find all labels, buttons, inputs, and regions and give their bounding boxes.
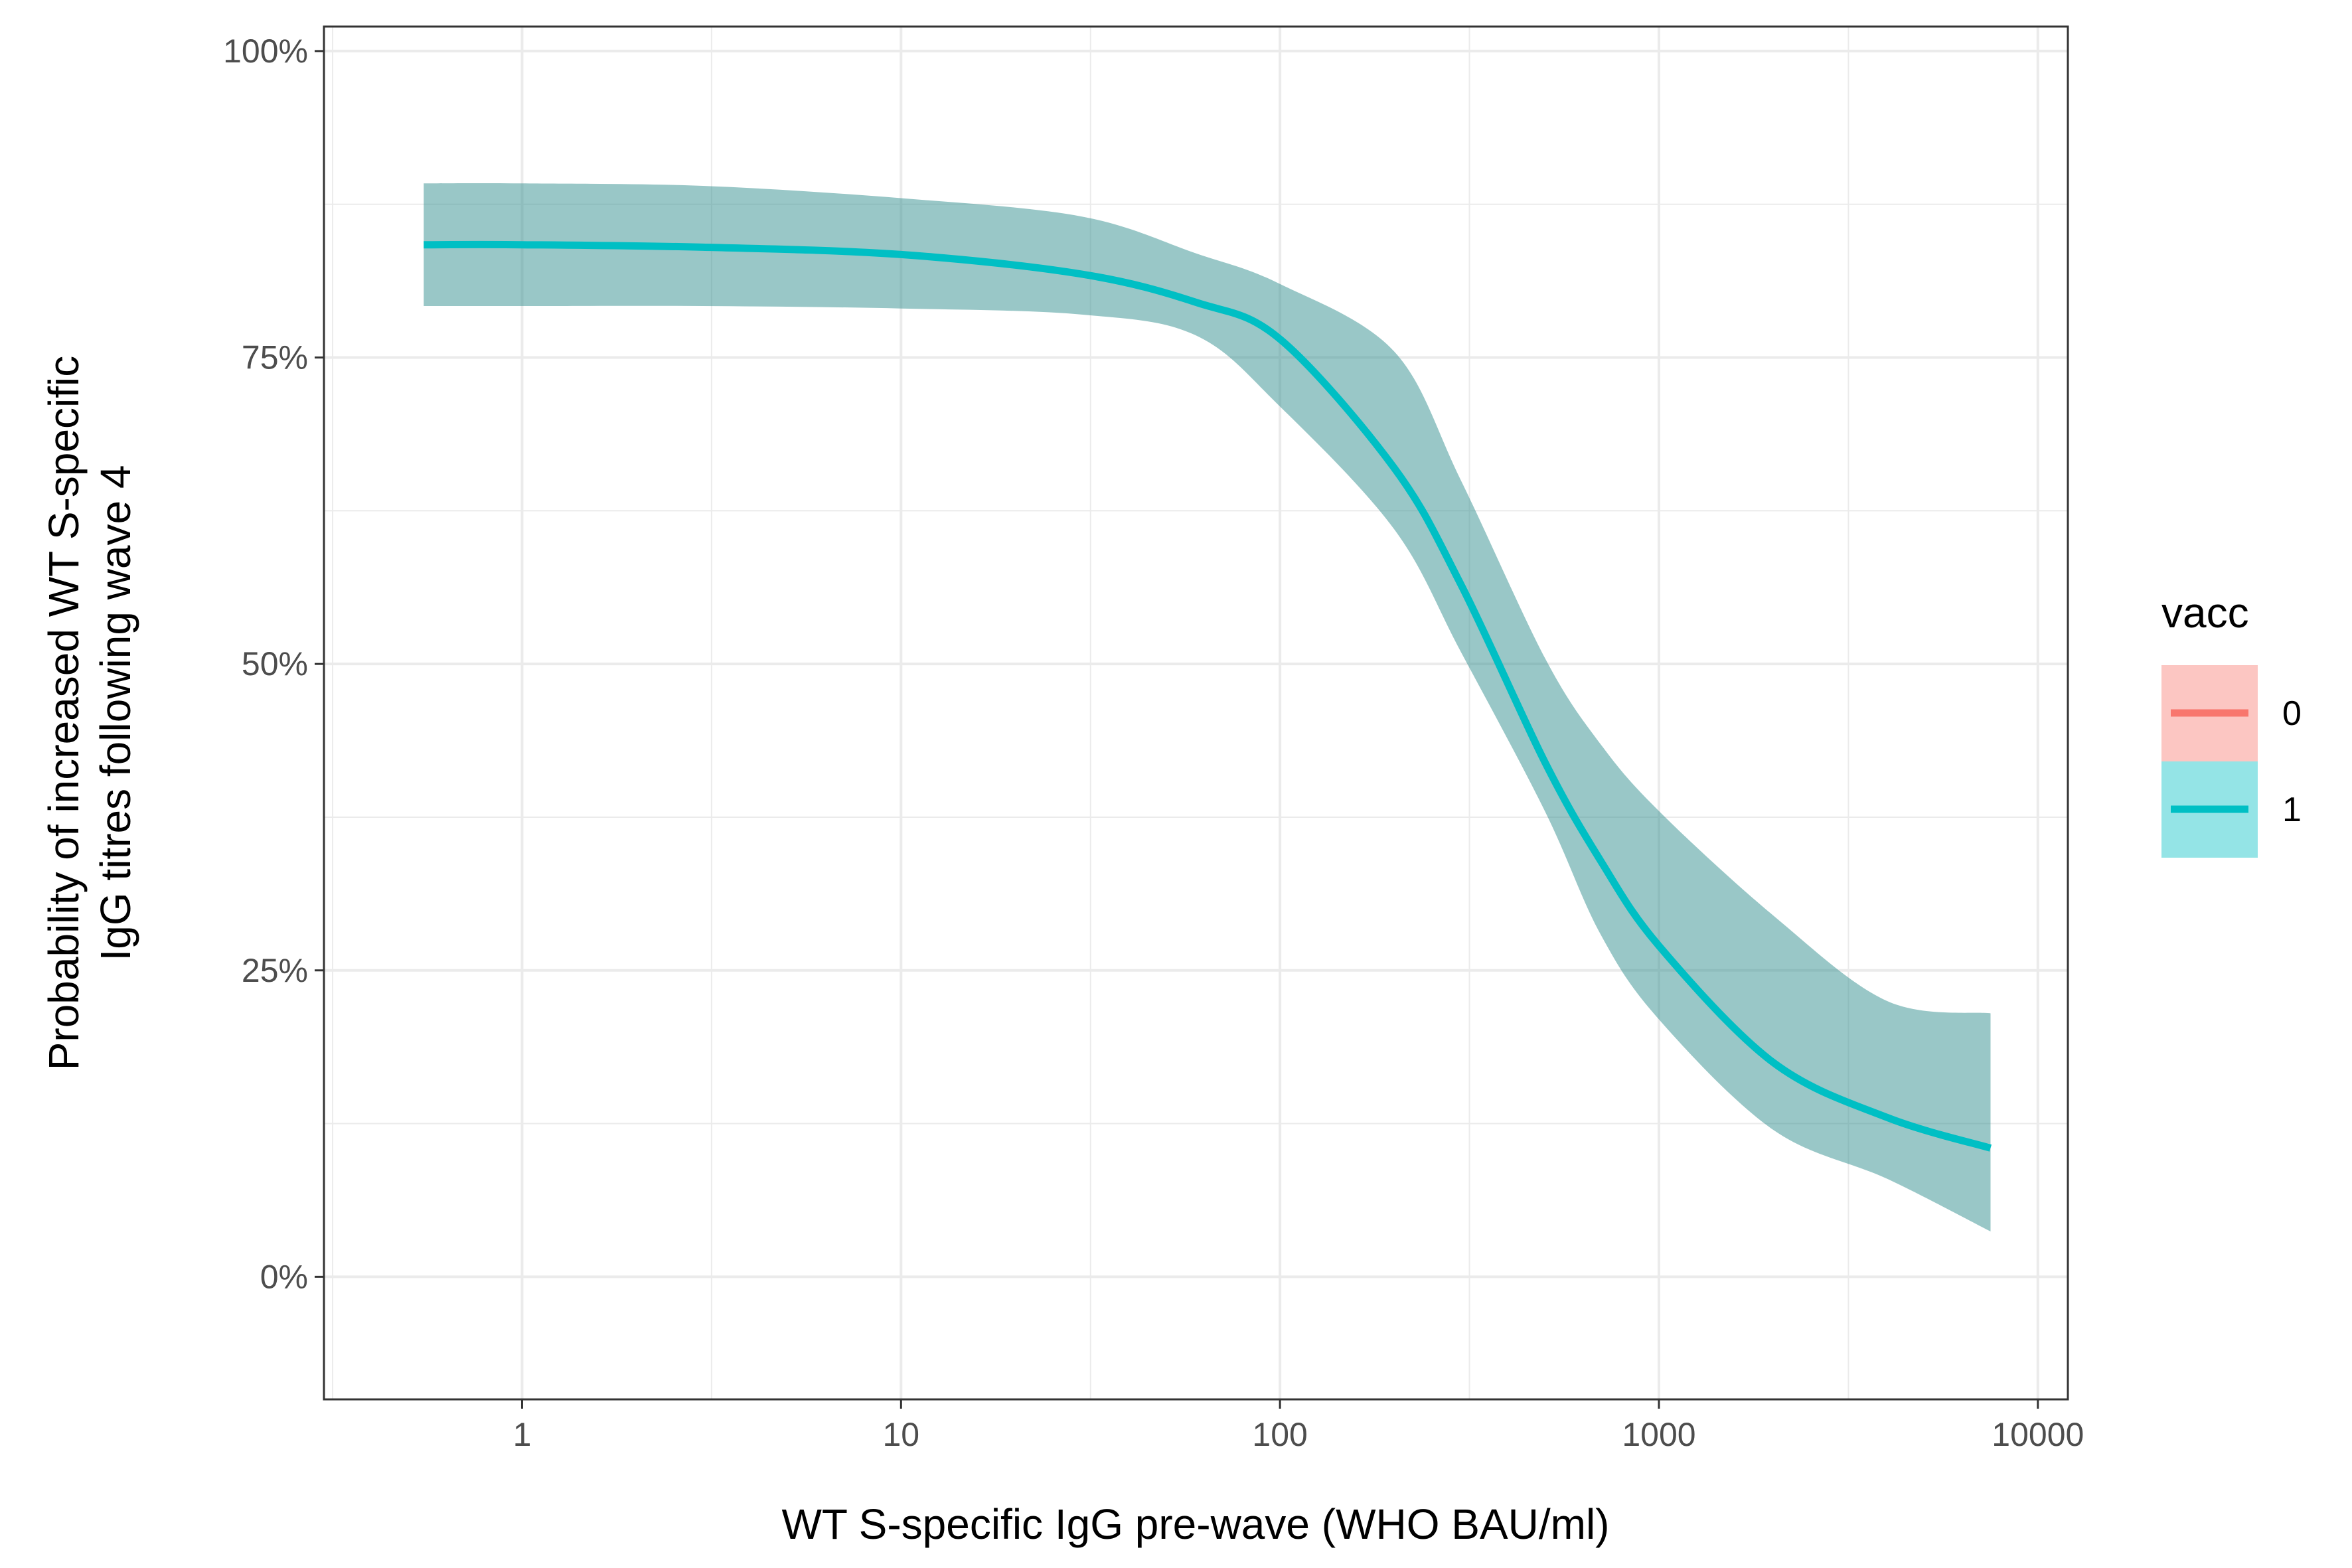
series-line (424, 240, 1992, 1152)
y-axis-title: Probability of increased WT S-specific I… (40, 356, 139, 1071)
y-tick-label: 25% (242, 952, 308, 989)
plot-border (323, 25, 2069, 1401)
legend: vacc 0 1 (2161, 589, 2302, 858)
y-tick-label: 50% (242, 645, 308, 682)
legend-title: vacc (2161, 589, 2249, 637)
y-tick-label: 100% (223, 33, 308, 70)
series-layer (424, 183, 1992, 1231)
x-tick-label: 1 (513, 1416, 532, 1453)
y-tick-label: 0% (260, 1258, 308, 1295)
legend-label: 0 (2282, 694, 2302, 733)
major-gridlines (324, 27, 2068, 1399)
y-tick-label: 75% (242, 339, 308, 376)
x-axis-title: WT S-specific IgG pre-wave (WHO BAU/ml) (782, 1500, 1610, 1548)
y-axis: 0% 25% 50% 75% 100% (223, 33, 324, 1295)
y-axis-title-line-1: Probability of increased WT S-specific (40, 356, 88, 1071)
x-tick-label: 10000 (1992, 1416, 2084, 1453)
x-tick-label: 10 (882, 1416, 919, 1453)
x-tick-label: 100 (1252, 1416, 1307, 1453)
legend-label: 1 (2282, 791, 2302, 829)
x-axis: 1 10 100 1000 10000 (513, 1399, 2084, 1453)
x-tick-label: 1000 (1622, 1416, 1695, 1453)
confidence-band (424, 183, 1991, 1231)
y-axis-title-line-2: IgG titres following wave 4 (92, 465, 139, 961)
